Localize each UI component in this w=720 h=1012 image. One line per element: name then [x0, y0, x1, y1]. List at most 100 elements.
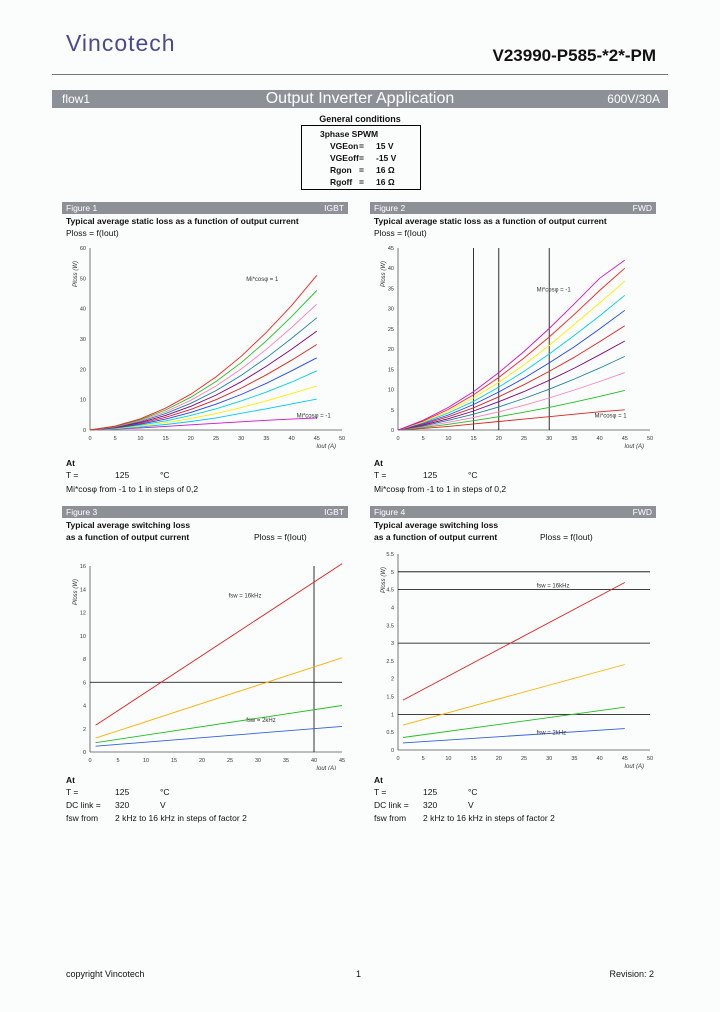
x-tick-label: 50 [647, 756, 653, 762]
figure-3-at: At [66, 775, 75, 785]
y-tick-label: 20 [80, 367, 86, 373]
y-tick-label: 12 [80, 611, 86, 617]
gc-row-value: 16 Ω [376, 177, 395, 187]
y-tick-label: 3.5 [386, 623, 394, 629]
figure-4-chart: 0 5 10 15 20 25 30 35 40 45 50 0 0.5 1 1.5 2 2.5 3 3.5 4 4.5… [381, 552, 653, 770]
series-line [397, 259, 626, 431]
series-line [397, 280, 626, 431]
figure-2-bar: Figure 2 FWD [370, 202, 656, 214]
footer-revision: Revision: 2 [609, 969, 654, 979]
x-tick-label: 20 [188, 436, 194, 442]
gc-row-eq: = [359, 165, 364, 175]
series-line [397, 267, 626, 431]
y-tick-label: 30 [388, 307, 394, 313]
gc-row-name: Rgoff [330, 177, 353, 187]
figure-3-fsw-label: fsw from [66, 813, 99, 823]
figure-1-chart: 0 5 10 15 20 25 30 35 40 45 50 0 10 20 30 40 50 60 Iout (A… [73, 246, 345, 450]
x-tick-label: 40 [597, 756, 603, 762]
x-tick-label: 45 [339, 758, 345, 764]
y-tick-label: 50 [80, 276, 86, 282]
figure-3-dc-label: DC link = [66, 800, 101, 810]
series-line [397, 294, 626, 431]
figure-1-t-unit: °C [160, 470, 170, 480]
figure-1-title: Typical average static loss as a functio… [66, 216, 299, 226]
y-tick-label: 8 [83, 657, 86, 663]
series-line [397, 309, 626, 431]
figure-2-t-label: T = [374, 470, 387, 480]
figure-2-t-value: 125 [423, 470, 438, 480]
gc-row-name: Rgon [330, 165, 352, 175]
y-tick-label: 0 [83, 428, 86, 434]
x-tick-label: 15 [171, 758, 177, 764]
figure-2-title: Typical average static loss as a functio… [374, 216, 607, 226]
figure-4-t-value: 125 [423, 787, 438, 797]
y-tick-label: 0 [391, 748, 394, 754]
figure-4-label: Figure 4 [374, 507, 406, 517]
x-tick-label: 40 [289, 436, 295, 442]
figure-2-formula: Ploss = f(Iout) [374, 228, 427, 238]
figure-3-title: Typical average switching loss [66, 520, 191, 530]
figure-3-fsw-value: 2 kHz to 16 kHz in steps of factor 2 [115, 813, 247, 823]
x-axis-label: Iout (A) [316, 766, 336, 770]
y-tick-label: 35 [388, 286, 394, 292]
x-tick-label: 35 [283, 758, 289, 764]
gc-mode: 3phase SPWM [320, 129, 379, 139]
series-line [95, 725, 343, 747]
x-tick-label: 45 [314, 436, 320, 442]
figure-4-dc-label: DC link = [374, 800, 409, 810]
x-tick-label: 50 [339, 436, 345, 442]
y-tick-label: 6 [83, 680, 86, 686]
x-tick-label: 0 [88, 758, 91, 764]
series-line [397, 325, 626, 431]
part-number: V23990-P585-*2*-PM [492, 46, 656, 65]
figure-3-t-unit: °C [160, 787, 170, 797]
section-banner: flow1 Output Inverter Application 600V/3… [52, 90, 668, 108]
figure-2-at: At [374, 458, 383, 468]
figure-4-dc-value: 320 [423, 800, 438, 810]
general-conditions-box: 3phase SPWM VGEon = 15 V VGEoff = -15 V … [301, 125, 421, 190]
x-tick-label: 30 [255, 758, 261, 764]
y-tick-label: 5 [391, 408, 394, 414]
x-tick-label: 10 [137, 436, 143, 442]
gc-row: Rgon = 16 Ω [302, 165, 420, 177]
gc-row: Rgoff = 16 Ω [302, 177, 420, 189]
x-tick-label: 20 [496, 756, 502, 762]
figure-4-tag: FWD [632, 507, 652, 517]
series-line [397, 409, 625, 431]
figure-4-formula: Ploss = f(Iout) [540, 532, 593, 542]
section-title: Output Inverter Application [265, 90, 455, 107]
gc-row-value: 16 Ω [376, 165, 395, 175]
x-tick-label: 0 [396, 436, 399, 442]
figure-1-t-value: 125 [115, 470, 130, 480]
x-tick-label: 10 [445, 436, 451, 442]
figure-3-tag: IGBT [324, 507, 344, 517]
section-right: 600V/30A [607, 92, 660, 106]
chart-annotation: Mi*cosφ = 1 [595, 413, 628, 419]
series-line [397, 355, 625, 431]
figure-4-at: At [374, 775, 383, 785]
figure-3-dc-value: 320 [115, 800, 130, 810]
y-tick-label: 2.5 [386, 659, 394, 665]
figure-1-label: Figure 1 [66, 203, 98, 213]
chart-annotation: Mi*cosφ = -1 [297, 413, 332, 419]
footer-page-number: 1 [356, 969, 362, 979]
series-line [402, 582, 626, 701]
figure-3-title-2: as a function of output current [66, 532, 190, 542]
x-tick-label: 30 [546, 756, 552, 762]
y-tick-label: 45 [388, 246, 394, 252]
series-line [397, 389, 625, 431]
gc-row-name: VGEon [330, 141, 359, 151]
figure-1-t-label: T = [66, 470, 79, 480]
y-tick-label: 4 [391, 605, 394, 611]
x-tick-label: 40 [311, 758, 317, 764]
y-axis-label: Ploss (W) [73, 579, 79, 605]
chart-annotation: fsw = 2kHz [537, 730, 567, 736]
y-tick-label: 10 [80, 634, 86, 640]
figure-4-t-unit: °C [468, 787, 478, 797]
gc-row-eq: = [359, 141, 364, 151]
x-tick-label: 0 [88, 436, 91, 442]
series-line [89, 330, 318, 431]
series-line [402, 664, 625, 726]
x-tick-label: 50 [647, 436, 653, 442]
y-axis-label: Ploss (W) [381, 261, 387, 287]
